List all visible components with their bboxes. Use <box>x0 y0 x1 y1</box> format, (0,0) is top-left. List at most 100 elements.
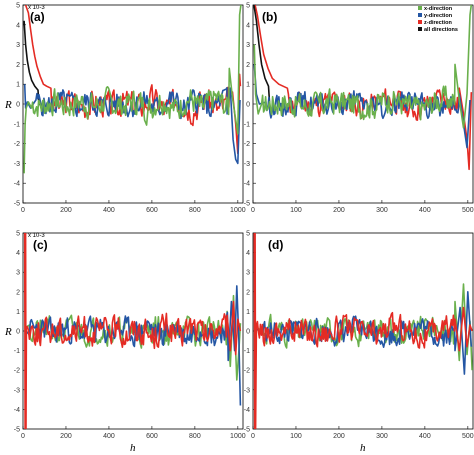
panel-b-ytick-label: 0 <box>246 102 250 109</box>
panel-c-xtick-label: 800 <box>189 433 201 440</box>
panel-b-series-x-direction <box>253 5 473 129</box>
panel-b-ytick-label: 1 <box>246 82 250 89</box>
panel-a-lines <box>23 5 242 174</box>
panel-d-xlabel: h <box>360 442 366 454</box>
panel-b-lines <box>253 5 473 171</box>
legend-label-all: all directions <box>424 27 458 33</box>
panel-d-ytick-label: -4 <box>244 407 250 414</box>
panel-d-xtick-label: 200 <box>333 433 345 440</box>
panel-b-ytick-label: -1 <box>244 121 250 128</box>
panel-d-xtick-label: 300 <box>376 433 388 440</box>
panel-c-xtick-label: 1000 <box>230 433 246 440</box>
panel-d-xtick-label: 500 <box>462 433 474 440</box>
panel-a-xtick-label: 1000 <box>230 207 246 214</box>
panel-c-ytick-label: -1 <box>14 348 20 355</box>
panel-b-ytick-label: -3 <box>244 161 250 168</box>
panel-b-ytick-label: -2 <box>244 141 250 148</box>
panel-a-ytick-label: -1 <box>14 121 20 128</box>
legend-label-x: x-direction <box>424 6 453 12</box>
panel-d-ytick-label: -2 <box>244 368 250 375</box>
panel-a-ytick-label: -4 <box>14 181 20 188</box>
panel-d-ticks: -5 -4 -3 -2 -1 0 1 2 3 4 5 0 100 200 300 400 500 <box>244 231 474 441</box>
panel-b-xtick-label: 0 <box>251 207 255 214</box>
panel-b-ticks: -5 -4 -3 -2 -1 0 1 2 3 4 5 0 100 200 300 400 500 <box>244 3 474 215</box>
panel-c-series-y-direction <box>25 285 242 406</box>
panel-b-xtick-label: 200 <box>333 207 345 214</box>
panel-d-xtick-label: 0 <box>251 433 255 440</box>
panel-b-ytick-label: 4 <box>246 22 250 29</box>
panel-c-ytick-label: 1 <box>16 309 20 316</box>
panel-d: (d) h -5 -4 -3 -2 -1 0 1 2 3 4 5 0 100 200 300 400 500 <box>244 231 474 455</box>
panel-d-ytick-label: 4 <box>246 250 250 257</box>
panel-a-xtick-label: 800 <box>189 207 201 214</box>
panel-a-ytick-label: -3 <box>14 161 20 168</box>
panel-d-ytick-label: 3 <box>246 270 250 277</box>
panel-a-ytick-label: -2 <box>14 141 20 148</box>
panel-c-ytick-label: -2 <box>14 368 20 375</box>
panel-c-ticks: -5 -4 -3 -2 -1 0 1 2 3 4 5 0 200 400 600 800 1000 <box>14 231 246 441</box>
legend-swatch-all <box>418 27 422 31</box>
panel-a-ticks: -5 -4 -3 -2 -1 0 1 2 3 4 5 0 200 400 600 800 1000 <box>14 3 246 215</box>
legend-swatch-x <box>418 6 422 10</box>
panel-a-label: (a) <box>30 10 45 24</box>
panel-a-ytick-label: 5 <box>16 3 20 10</box>
legend-swatch-y <box>418 13 422 17</box>
panel-c-ytick-label: 0 <box>16 329 20 336</box>
panel-c-ytick-label: 2 <box>16 289 20 296</box>
panel-a-series-z-direction <box>24 5 242 155</box>
panel-c-ytick-label: 3 <box>16 270 20 277</box>
panel-c-ylabel: R <box>4 326 12 338</box>
panel-a-ytick-label: 2 <box>16 62 20 69</box>
panel-c-ytick-label: -3 <box>14 387 20 394</box>
panel-d-xtick-label: 100 <box>290 433 302 440</box>
panel-c-xtick-label: 400 <box>103 433 115 440</box>
panel-b-ytick-label: -4 <box>244 181 250 188</box>
legend-swatch-z <box>418 20 422 24</box>
panel-d-lines <box>253 233 473 429</box>
panel-c-series-z-direction <box>23 233 242 429</box>
panel-b-xtick-label: 400 <box>419 207 431 214</box>
panel-b-series-all-directions <box>253 5 271 103</box>
panel-b-label: (b) <box>262 10 277 24</box>
panel-d-label: (d) <box>268 238 283 252</box>
panel-a-xtick-label: 400 <box>103 207 115 214</box>
panel-a-multiplier: x 10-3 <box>28 5 45 11</box>
panel-d-ytick-label: -5 <box>244 427 250 434</box>
panel-b-ytick-label: 2 <box>246 62 250 69</box>
legend: x-direction y-direction z-direction all … <box>418 6 458 33</box>
panel-c-xtick-label: 200 <box>60 433 72 440</box>
panel-a-xtick-label: 200 <box>60 207 72 214</box>
panel-c-lines <box>23 233 242 429</box>
panel-c-xlabel: h <box>130 442 136 454</box>
panel-c-ytick-label: -5 <box>14 427 20 434</box>
panel-a-series-all-directions <box>23 20 40 106</box>
panel-b-ytick-label: -5 <box>244 201 250 208</box>
panel-d-ytick-label: -3 <box>244 387 250 394</box>
panel-a: (a) x 10-3 R -5 -4 -3 -2 -1 0 1 2 3 4 5 0 200 400 600 8… <box>4 3 246 215</box>
panel-c-ytick-label: -4 <box>14 407 20 414</box>
panel-a-xtick-label: 600 <box>146 207 158 214</box>
legend-label-z: z-direction <box>424 20 452 26</box>
panel-b-series-y-direction <box>253 64 471 149</box>
panel-a-series-x-direction <box>23 5 242 174</box>
panel-c-xtick-label: 0 <box>21 433 25 440</box>
panel-b-xtick-label: 500 <box>462 207 474 214</box>
panel-a-xtick-label: 0 <box>21 207 25 214</box>
panel-a-ytick-label: 0 <box>16 102 20 109</box>
panel-c-xtick-label: 600 <box>146 433 158 440</box>
panel-a-ytick-label: -5 <box>14 201 20 208</box>
panel-d-xtick-label: 400 <box>419 433 431 440</box>
panel-b-ytick-label: 3 <box>246 42 250 49</box>
panel-a-ylabel: R <box>4 99 12 111</box>
panel-c-multiplier: x 10-3 <box>28 233 45 239</box>
panel-a-ytick-label: 1 <box>16 82 20 89</box>
panel-d-series-z-direction <box>253 233 473 429</box>
panel-c-label: (c) <box>33 238 48 252</box>
legend-label-y: y-direction <box>424 13 453 19</box>
panel-b: (b) -5 -4 -3 -2 -1 0 1 2 3 4 5 0 100 200 300 400 500 x-d… <box>244 3 474 215</box>
panel-c: (c) x 10-3 R h -5 -4 -3 -2 -1 0 1 2 3 4 5 0 200 400 60… <box>4 231 246 455</box>
panel-c-ytick-label: 4 <box>16 250 20 257</box>
panel-b-xtick-label: 300 <box>376 207 388 214</box>
panel-a-ytick-label: 3 <box>16 42 20 49</box>
